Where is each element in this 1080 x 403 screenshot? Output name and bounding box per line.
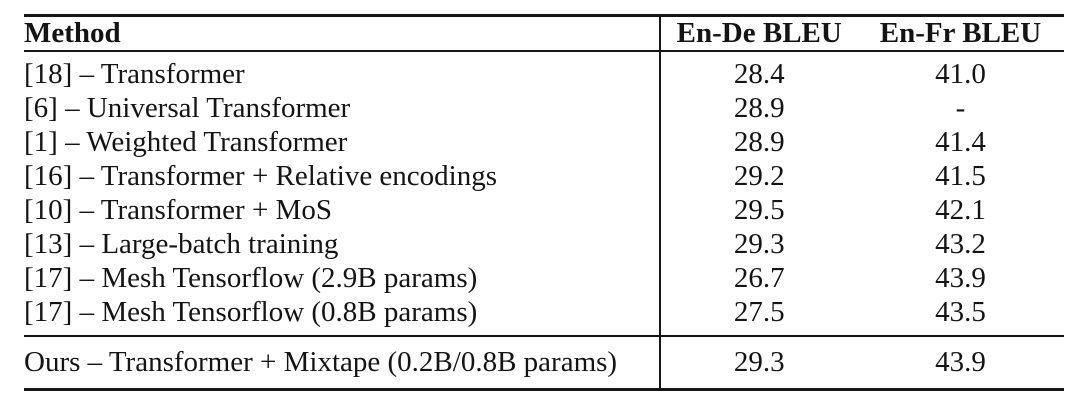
table-row: [18] – Transformer 28.4 41.0 — [24, 51, 1064, 91]
table-row: [17] – Mesh Tensorflow (0.8B params) 27.… — [24, 295, 1064, 336]
en-de-value: 29.3 — [659, 227, 858, 261]
method-cell: [17] – Mesh Tensorflow (2.9B params) — [24, 262, 478, 294]
ours-en-fr-value: 43.9 — [935, 346, 986, 378]
method-cell: [13] – Large-batch training — [24, 228, 339, 260]
en-de-value: 28.4 — [659, 51, 858, 91]
ours-en-de-value: 29.3 — [659, 336, 858, 390]
table-body: [18] – Transformer 28.4 41.0 [6] – Unive… — [24, 51, 1064, 336]
method-cell: [18] – Transformer — [24, 58, 245, 90]
en-fr-value: - — [955, 92, 966, 124]
en-fr-value: 43.5 — [935, 296, 986, 328]
en-de-value: 26.7 — [659, 261, 858, 295]
en-fr-value: 43.9 — [935, 262, 986, 294]
en-de-value: 29.5 — [659, 193, 858, 227]
table-row: [16] – Transformer + Relative encodings … — [24, 159, 1064, 193]
table-header: Method En-De BLEU En-Fr BLEU — [24, 15, 1064, 51]
en-de-value: 27.5 — [659, 295, 858, 336]
en-fr-value: 41.5 — [935, 160, 986, 192]
method-column-header: Method — [24, 17, 121, 49]
table-row: [6] – Universal Transformer 28.9 - — [24, 91, 1064, 125]
bleu-results-table: Method En-De BLEU En-Fr BLEU [18] – Tran… — [24, 14, 1064, 391]
method-cell: [17] – Mesh Tensorflow (0.8B params) — [24, 296, 478, 328]
method-cell: [16] – Transformer + Relative encodings — [24, 160, 498, 192]
method-cell: [10] – Transformer + MoS — [24, 194, 332, 226]
method-cell: [1] – Weighted Transformer — [24, 126, 348, 158]
table-row: [17] – Mesh Tensorflow (2.9B params) 26.… — [24, 261, 1064, 295]
en-fr-bleu-column-header: En-Fr BLEU — [879, 17, 1042, 49]
en-fr-value: 41.4 — [935, 126, 986, 158]
ours-table-row: Ours – Transformer + Mixtape (0.2B/0.8B … — [24, 336, 1064, 390]
results-table-container: Method En-De BLEU En-Fr BLEU [18] – Tran… — [24, 14, 1064, 391]
en-de-bleu-column-header: En-De BLEU — [659, 15, 858, 51]
en-fr-value: 43.2 — [935, 228, 986, 260]
method-cell: [6] – Universal Transformer — [24, 92, 351, 124]
en-de-value: 28.9 — [659, 91, 858, 125]
ours-row-section: Ours – Transformer + Mixtape (0.2B/0.8B … — [24, 336, 1064, 390]
ours-method-cell: Ours – Transformer + Mixtape (0.2B/0.8B … — [24, 346, 618, 378]
en-de-value: 29.2 — [659, 159, 858, 193]
table-row: [1] – Weighted Transformer 28.9 41.4 — [24, 125, 1064, 159]
en-de-value: 28.9 — [659, 125, 858, 159]
table-row: [13] – Large-batch training 29.3 43.2 — [24, 227, 1064, 261]
en-fr-value: 42.1 — [935, 194, 986, 226]
table-row: [10] – Transformer + MoS 29.5 42.1 — [24, 193, 1064, 227]
en-fr-value: 41.0 — [935, 58, 986, 90]
header-row: Method En-De BLEU En-Fr BLEU — [24, 15, 1064, 51]
